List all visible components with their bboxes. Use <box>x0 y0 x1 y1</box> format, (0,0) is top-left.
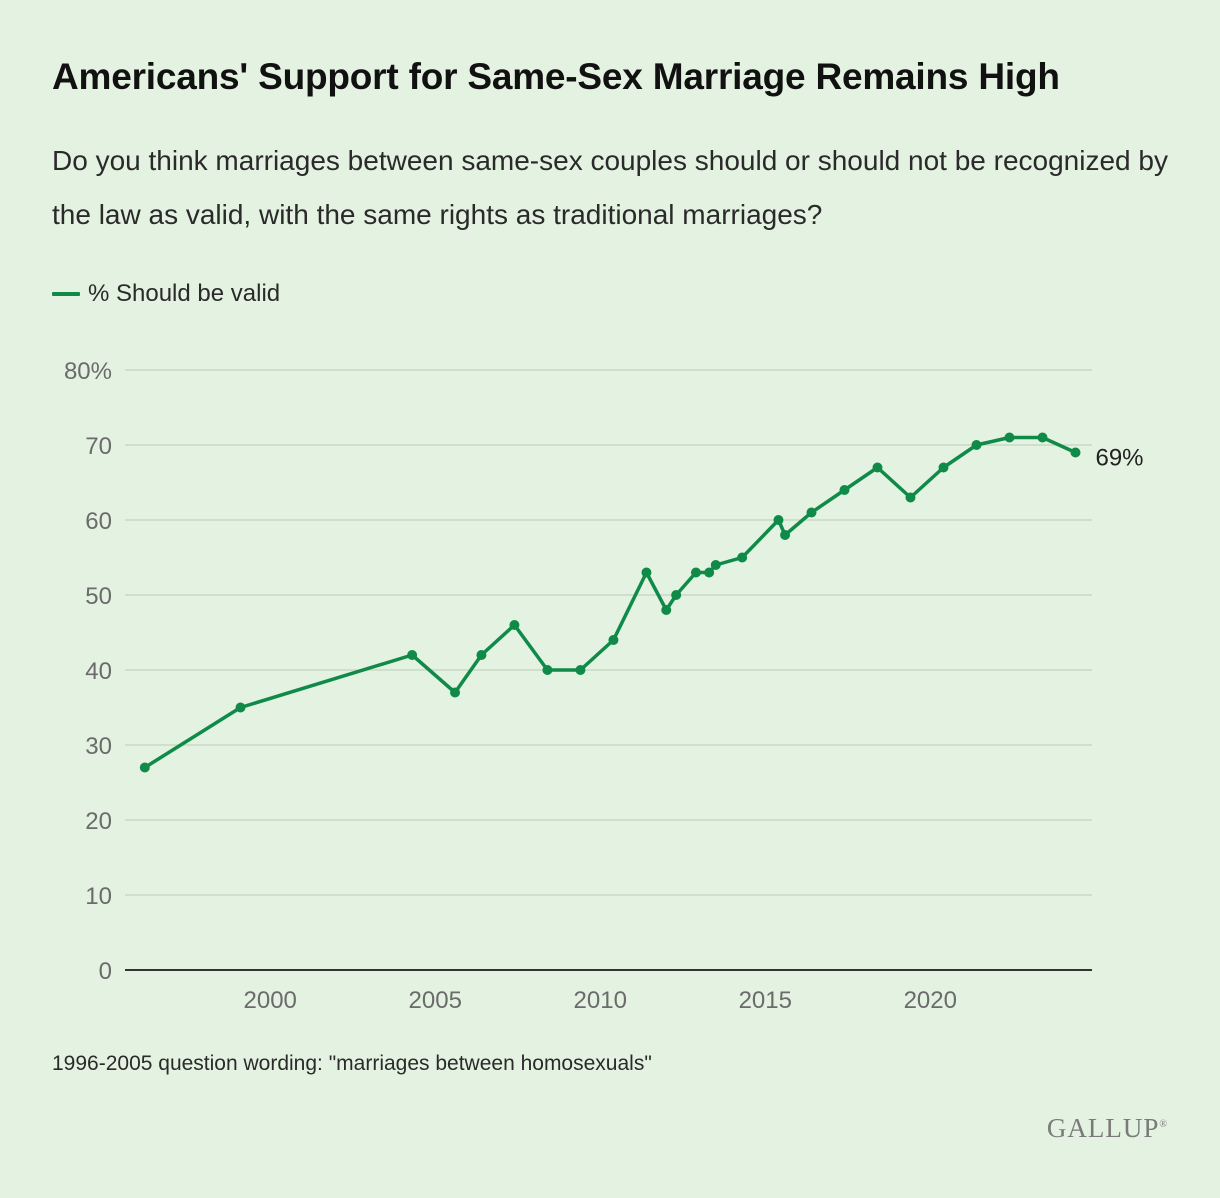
data-point-2004.3 <box>407 650 418 660</box>
x-tick-label-2005: 2005 <box>409 987 462 1014</box>
data-point-2013.5 <box>710 560 721 570</box>
gallup-logo-text: GALLUP <box>1046 1113 1160 1143</box>
x-tick-label-2000: 2000 <box>244 987 297 1014</box>
end-value-label: 69% <box>1095 445 1143 472</box>
data-point-2013.3 <box>704 567 715 578</box>
data-point-2019.4 <box>905 492 916 503</box>
legend-label: % Should be valid <box>88 280 281 307</box>
data-point-2020.4 <box>938 462 949 473</box>
y-tick-label-50: 50 <box>85 583 112 610</box>
data-point-2014.3 <box>737 552 748 563</box>
y-tick-label-70: 70 <box>85 433 112 460</box>
data-point-2018.4 <box>872 462 883 473</box>
y-tick-label-40: 40 <box>85 658 112 685</box>
legend: % Should be valid <box>52 280 280 308</box>
data-point-2017.4 <box>839 485 850 495</box>
data-point-2008.4 <box>542 665 553 675</box>
x-tick-label-2020: 2020 <box>904 987 957 1014</box>
data-point-2012 <box>661 605 672 615</box>
data-point-2012.3 <box>671 590 682 600</box>
gallup-logo: GALLUP® <box>1047 1113 1168 1144</box>
data-point-1996.2 <box>139 762 150 773</box>
data-point-2023.4 <box>1037 432 1048 443</box>
data-point-2005.6 <box>450 687 461 698</box>
data-point-2022.4 <box>1004 432 1015 443</box>
data-point-2009.4 <box>575 665 586 675</box>
data-point-2015.4 <box>773 515 784 525</box>
y-tick-label-20: 20 <box>85 808 112 835</box>
data-point-2015.6 <box>780 530 791 540</box>
y-tick-label-80: 80% <box>64 358 112 385</box>
data-point-2007.4 <box>509 620 520 630</box>
y-tick-label-10: 10 <box>85 883 112 910</box>
y-tick-label-60: 60 <box>85 508 112 535</box>
x-tick-label-2010: 2010 <box>574 987 627 1014</box>
chart-title: Americans' Support for Same-Sex Marriage… <box>52 56 1060 97</box>
y-tick-label-30: 30 <box>85 733 112 760</box>
series-line-0 <box>143 435 1078 770</box>
legend-line-swatch <box>52 292 80 296</box>
data-point-1999.1 <box>235 702 246 713</box>
data-point-2016.4 <box>806 507 817 518</box>
data-point-2006.4 <box>476 650 487 660</box>
data-point-2024.4 <box>1070 447 1081 458</box>
x-tick-label-2015: 2015 <box>739 987 792 1014</box>
trademark-mark: ® <box>1159 1119 1168 1130</box>
chart-subtitle: Do you think marriages between same-sex … <box>52 145 1168 230</box>
data-point-2021.4 <box>971 440 982 450</box>
data-point-2011.4 <box>641 567 652 578</box>
data-point-2012.9 <box>690 567 701 578</box>
y-tick-label-0: 0 <box>99 958 112 985</box>
footnote: 1996-2005 question wording: "marriages b… <box>52 1052 652 1075</box>
data-point-2010.4 <box>608 635 619 645</box>
